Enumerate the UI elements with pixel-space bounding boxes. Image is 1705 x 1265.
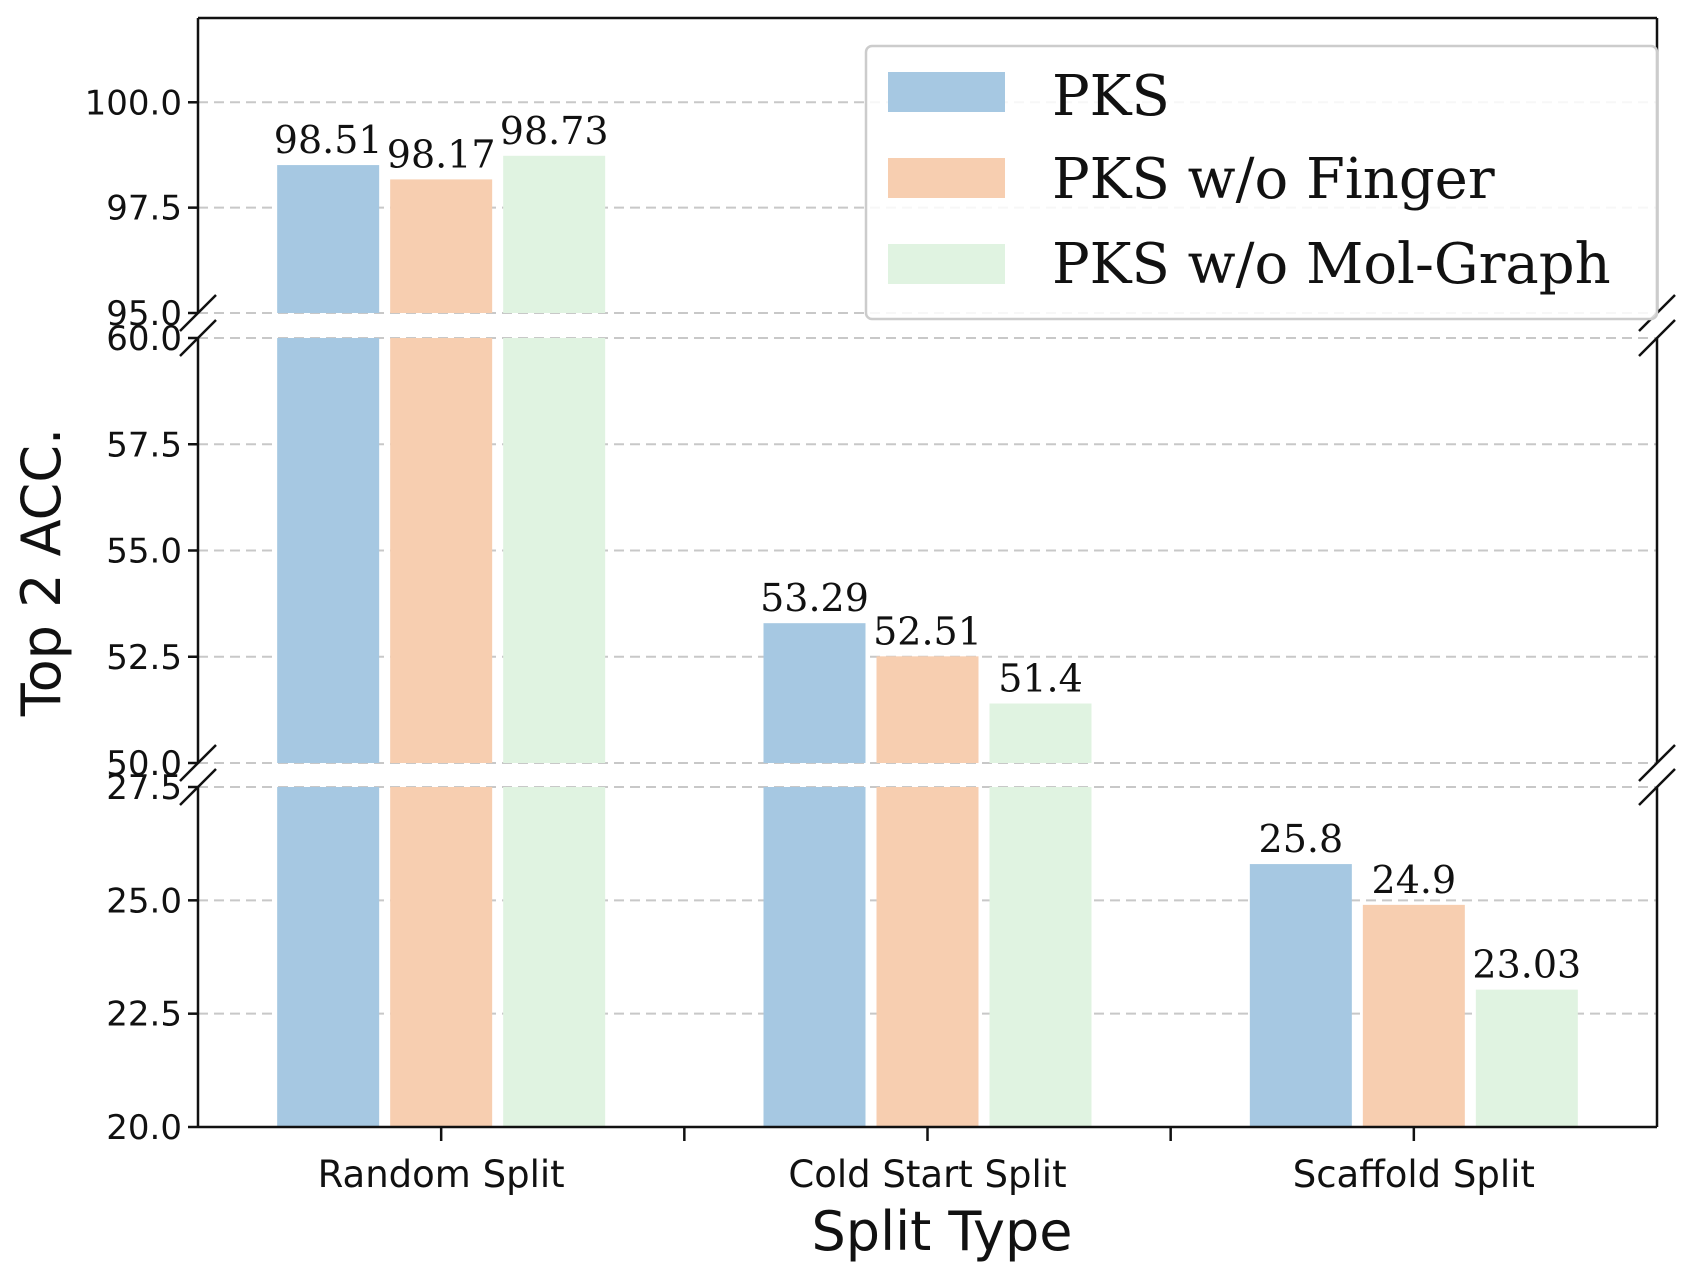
bar-value-label: 98.17 [387,132,496,176]
legend-swatch-no-mol-graph [888,244,1005,284]
bar [390,338,492,763]
bar-value-label: 25.8 [1259,817,1344,861]
y-tick-label: 20.0 [106,1108,182,1148]
bar-value-label: 23.03 [1472,943,1581,987]
bar [1250,864,1352,1127]
y-tick-label: 52.5 [106,638,182,678]
bar [277,787,379,1127]
bar [877,787,979,1127]
bar [503,787,605,1127]
x-tick-label: Cold Start Split [788,1153,1066,1196]
x-tick-label: Random Split [318,1153,565,1196]
bar [764,623,866,763]
bar-value-label: 98.51 [274,118,383,162]
legend-label-no-finger: PKS w/o Finger [1052,147,1495,212]
y-tick-label: 100.0 [85,83,182,123]
y-tick-label: 22.5 [106,995,182,1035]
bar [1476,990,1578,1127]
y-tick-label: 25.0 [106,881,182,921]
bar [764,787,866,1127]
y-tick-label: 55.0 [106,532,182,572]
bar [990,704,1092,764]
bar [390,179,492,313]
y-tick-label: 27.5 [106,768,182,808]
bar [877,656,979,763]
bar-value-label: 53.29 [760,576,869,620]
bar [990,787,1092,1127]
legend-swatch-no-finger [888,158,1005,198]
bar [503,338,605,763]
bar [277,338,379,763]
axis-gap [0,765,1705,786]
bar-value-label: 52.51 [873,609,982,653]
x-axis-title: Split Type [812,1200,1073,1263]
x-tick-label: Scaffold Split [1293,1153,1535,1196]
y-tick-label: 60.0 [106,319,182,359]
bar [277,165,379,313]
y-tick-label: 57.5 [106,425,182,465]
y-tick-label: 97.5 [106,189,182,229]
legend: PKS PKS w/o Finger PKS w/o Mol-Graph [866,46,1657,319]
legend-label-pks: PKS [1052,64,1170,129]
bar [390,787,492,1127]
y-axis-title: Top 2 ACC. [10,428,73,717]
bar-value-label: 98.73 [500,109,609,153]
bar [1363,905,1465,1127]
legend-label-no-mol-graph: PKS w/o Mol-Graph [1052,232,1611,297]
bar-value-label: 51.4 [998,657,1083,701]
bar-value-label: 24.9 [1372,858,1457,902]
bar [503,156,605,313]
chart: 95.097.5100.050.052.555.057.560.020.022.… [0,0,1705,1265]
legend-swatch-pks [888,72,1005,112]
